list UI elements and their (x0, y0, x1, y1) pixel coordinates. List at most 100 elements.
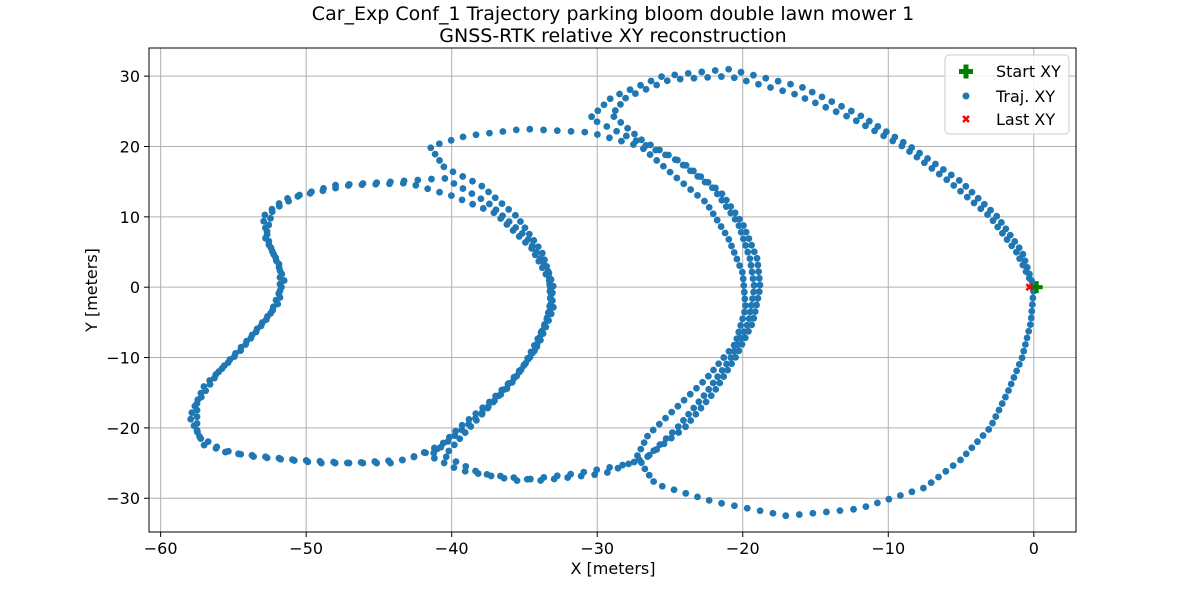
traj-point (479, 205, 487, 212)
traj-point (779, 87, 787, 95)
traj-point (385, 457, 392, 465)
traj-point (660, 162, 667, 170)
traj-point (649, 426, 657, 434)
traj-point (730, 74, 738, 82)
traj-point (469, 177, 476, 185)
traj-point (442, 453, 450, 461)
traj-point (459, 133, 467, 141)
traj-point (553, 472, 561, 480)
traj-point (745, 327, 752, 335)
traj-point (644, 432, 651, 440)
traj-point (682, 489, 690, 497)
traj-point (913, 153, 921, 161)
traj-point (727, 203, 735, 210)
traj-point (294, 192, 302, 200)
y-tick-label: −30 (106, 489, 140, 508)
traj-point (450, 180, 458, 187)
traj-point (850, 505, 857, 513)
traj-point (670, 486, 678, 494)
x-tick-label: −50 (289, 539, 323, 558)
traj-point (668, 408, 676, 416)
traj-point (717, 223, 725, 230)
traj-point (440, 459, 448, 467)
traj-point (500, 474, 508, 482)
y-tick-label: −20 (106, 419, 140, 438)
traj-point (653, 81, 661, 89)
traj-point (998, 229, 1006, 237)
traj-point (998, 400, 1006, 407)
traj-point (640, 145, 647, 153)
legend-traj-marker-icon (962, 92, 970, 100)
traj-point (510, 374, 518, 382)
traj-point (491, 194, 499, 202)
traj-point (269, 306, 277, 314)
traj-point (498, 386, 506, 394)
traj-point (721, 229, 729, 237)
start-last-markers (1025, 281, 1043, 294)
traj-point (631, 130, 638, 138)
traj-point (1002, 393, 1009, 401)
traj-point (260, 217, 268, 225)
traj-point (645, 451, 653, 459)
traj-point (610, 113, 618, 121)
traj-point (472, 410, 480, 418)
y-axis-ticks: −30 −20 −10 0 10 20 30 (106, 67, 149, 508)
traj-point (431, 150, 439, 158)
traj-point (511, 211, 519, 219)
traj-point (268, 208, 276, 216)
traj-point (927, 479, 935, 487)
traj-point (749, 275, 757, 283)
traj-point (674, 156, 681, 164)
traj-point (452, 458, 460, 466)
traj-point (513, 477, 521, 485)
traj-point (193, 420, 201, 427)
legend-box (944, 54, 1070, 135)
traj-point (974, 194, 982, 202)
x-tick-label: −40 (435, 539, 469, 558)
traj-point (461, 467, 469, 475)
traj-point (755, 268, 762, 276)
traj-point (630, 458, 638, 466)
traj-point (1005, 387, 1012, 394)
traj-point (707, 392, 715, 400)
traj-point (989, 419, 996, 427)
traj-point (545, 317, 552, 324)
traj-point (449, 168, 457, 176)
traj-point (690, 404, 698, 412)
traj-point (755, 80, 762, 88)
traj-point (616, 90, 623, 98)
traj-point (617, 100, 624, 108)
traj-point (528, 244, 535, 252)
traj-point (712, 385, 720, 393)
traj-point (1013, 367, 1021, 375)
traj-point (756, 281, 764, 289)
traj-point (935, 473, 942, 481)
y-tick-label: 30 (120, 67, 140, 86)
traj-point (1016, 255, 1024, 263)
traj-point (745, 235, 753, 243)
traj-point (535, 257, 543, 265)
traj-point (724, 366, 732, 374)
traj-point (823, 508, 830, 516)
traj-point (261, 211, 269, 219)
traj-point (641, 465, 649, 473)
traj-point (588, 113, 596, 121)
traj-point (700, 392, 708, 399)
traj-point (414, 176, 422, 184)
y-tick-label: 10 (120, 208, 140, 227)
traj-point (545, 277, 553, 285)
x-tick-label: −10 (871, 539, 905, 558)
traj-point (458, 196, 466, 204)
traj-point (193, 400, 201, 407)
traj-point (722, 196, 730, 204)
traj-point (619, 461, 626, 469)
traj-point (748, 241, 755, 249)
traj-point (749, 295, 756, 303)
traj-point (738, 268, 746, 276)
traj-point (767, 84, 774, 91)
traj-point (750, 248, 758, 256)
traj-point (550, 303, 557, 311)
traj-point (553, 127, 561, 135)
traj-point (567, 470, 575, 478)
traj-point (276, 287, 284, 295)
